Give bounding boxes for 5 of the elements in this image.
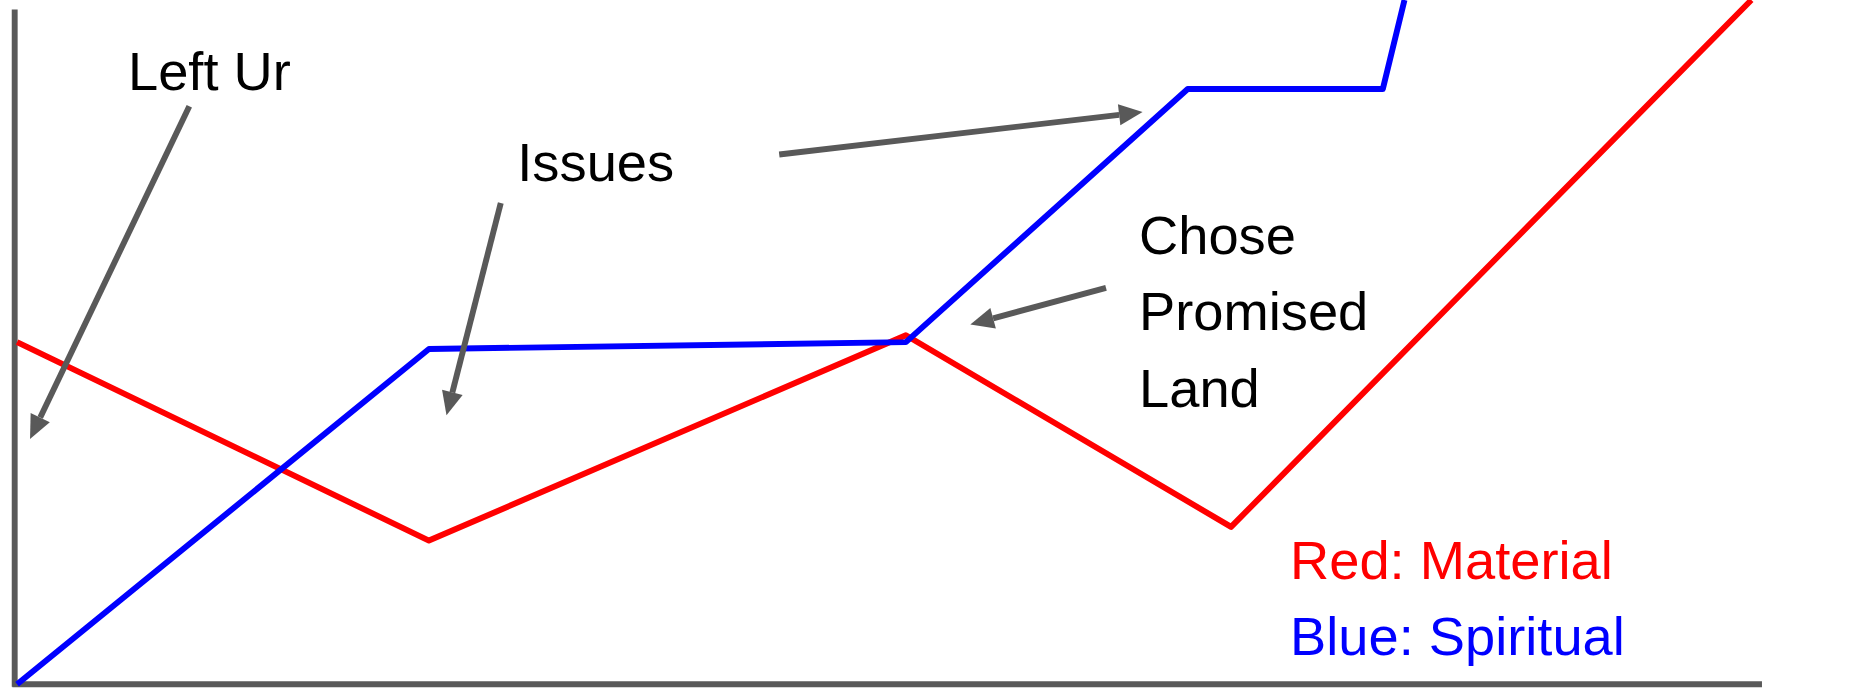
series-label: Red: Material xyxy=(1290,530,1613,592)
annotation: Issues xyxy=(517,131,675,193)
annotation: Chose Promised Land xyxy=(1139,204,1369,420)
annotation: Left Ur xyxy=(127,40,291,102)
text: Blue: Spiritual xyxy=(1290,605,1625,667)
